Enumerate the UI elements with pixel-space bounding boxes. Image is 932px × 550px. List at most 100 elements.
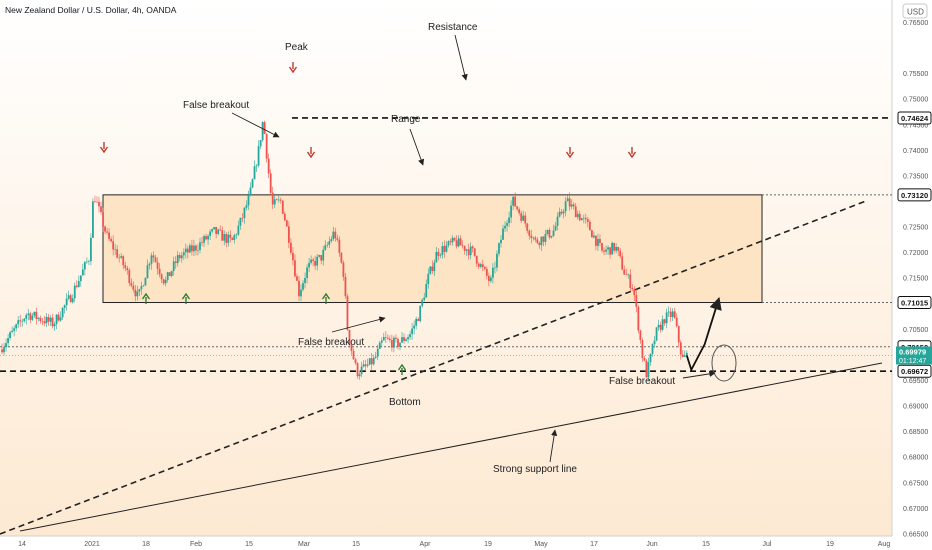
candle-body: [25, 314, 28, 319]
candle-body: [663, 319, 666, 324]
time-tick-label: 14: [18, 541, 26, 548]
candle-body: [631, 287, 634, 289]
candle-body: [9, 332, 12, 339]
candle-body: [340, 252, 343, 263]
candle-body: [425, 284, 428, 298]
candle-body: [649, 353, 652, 363]
projection-path[interactable]: [685, 296, 722, 373]
price-tick-label: 0.74500: [903, 122, 928, 129]
candle-body: [457, 238, 460, 247]
candle-body: [188, 245, 191, 253]
candle-body: [675, 317, 678, 327]
candle-body: [671, 311, 674, 318]
range-box[interactable]: [102, 194, 763, 304]
candle-body: [356, 363, 359, 377]
annotation-resistance: Resistance: [428, 22, 478, 33]
price-tick-label: 0.69000: [903, 404, 928, 411]
price-level-label: 0.74624: [901, 114, 929, 123]
candle-body: [475, 255, 478, 264]
price-level-badge: [897, 111, 932, 125]
candle-body: [150, 255, 153, 264]
candle-body: [197, 249, 199, 251]
price-axis[interactable]: 0.76500 0.75500 0.75000 0.74500 0.74000 0.735…: [896, 20, 932, 538]
price-tick-label: 0.66500: [903, 531, 928, 538]
candle-body: [372, 357, 375, 365]
candle-body: [126, 268, 129, 271]
candle-body: [148, 263, 151, 266]
candle-body: [467, 249, 470, 256]
candle-body: [184, 248, 187, 253]
candle-body: [498, 243, 500, 254]
currency-label: USD: [907, 8, 924, 17]
candle-body: [29, 313, 32, 320]
candle-body: [453, 237, 456, 241]
candle-body: [23, 318, 26, 322]
candle-body: [35, 311, 38, 319]
candle-body: [211, 229, 214, 232]
candle-body: [170, 271, 173, 276]
candle-body: [449, 241, 452, 243]
annotation-pointer: [549, 429, 558, 463]
candle-body: [617, 246, 620, 251]
candle-body: [223, 233, 226, 241]
candle-body: [57, 314, 60, 321]
candle-body: [334, 231, 337, 239]
candle-body: [655, 327, 658, 341]
candle-body: [55, 314, 58, 325]
candle-body: [447, 241, 450, 246]
time-tick-label: Aug: [878, 541, 891, 548]
candle-body: [302, 283, 304, 290]
candle-body: [384, 337, 387, 338]
candle-body: [87, 261, 90, 262]
candle-body: [312, 259, 315, 261]
candle-body: [518, 209, 521, 214]
candle-body: [520, 213, 523, 221]
candle-body: [269, 173, 272, 193]
candle-body: [627, 274, 630, 276]
candle-body: [17, 320, 20, 325]
candle-body: [243, 207, 246, 218]
candle-body: [235, 234, 238, 236]
candle-body: [43, 321, 46, 324]
candle-body: [110, 238, 113, 242]
time-axis[interactable]: 14 2021 18 Feb 15 Mar 15 Apr 19 May 17 Jun 15 Jul 19 Au…: [18, 541, 890, 548]
candle-body: [637, 306, 640, 331]
dashed-trendline[interactable]: [0, 200, 867, 535]
price-tick-label: 0.74000: [903, 148, 928, 155]
candle-body: [296, 276, 298, 281]
candle-body: [316, 256, 319, 266]
time-tick-label: 19: [484, 541, 492, 548]
strong-support-line[interactable]: [19, 362, 883, 532]
candle-body: [144, 277, 147, 286]
candle-body: [433, 262, 436, 272]
candle-body: [79, 275, 82, 282]
candle-body: [590, 230, 593, 238]
candle-body: [647, 362, 650, 378]
candle-body: [621, 256, 624, 270]
annotation-pointer: [231, 112, 280, 138]
symbol-title: New Zealand Dollar / U.S. Dollar, 4h, OA…: [5, 5, 177, 15]
candle-body: [112, 241, 115, 250]
candle-body: [393, 337, 395, 348]
candle-body: [615, 246, 618, 251]
candle-body: [459, 238, 462, 246]
price-axis-background: [892, 0, 932, 550]
currency-button[interactable]: USD: [902, 3, 928, 19]
candle-body: [263, 122, 266, 134]
candle-body: [548, 229, 551, 238]
candle-body: [283, 213, 286, 221]
candle-body: [354, 359, 357, 364]
candle-body: [237, 225, 240, 235]
candle-body: [643, 358, 646, 361]
false-breakout-circle[interactable]: [711, 344, 737, 382]
last-price-countdown: 01:12:47: [899, 358, 926, 365]
candle-body: [473, 248, 476, 256]
price-tick-label: 0.72500: [903, 225, 928, 232]
candle-body: [118, 257, 121, 259]
candle-body: [437, 251, 440, 256]
up-arrow-head: [181, 292, 191, 300]
candle-body: [11, 330, 14, 333]
candle-body: [552, 230, 555, 236]
candle-body: [281, 200, 284, 214]
